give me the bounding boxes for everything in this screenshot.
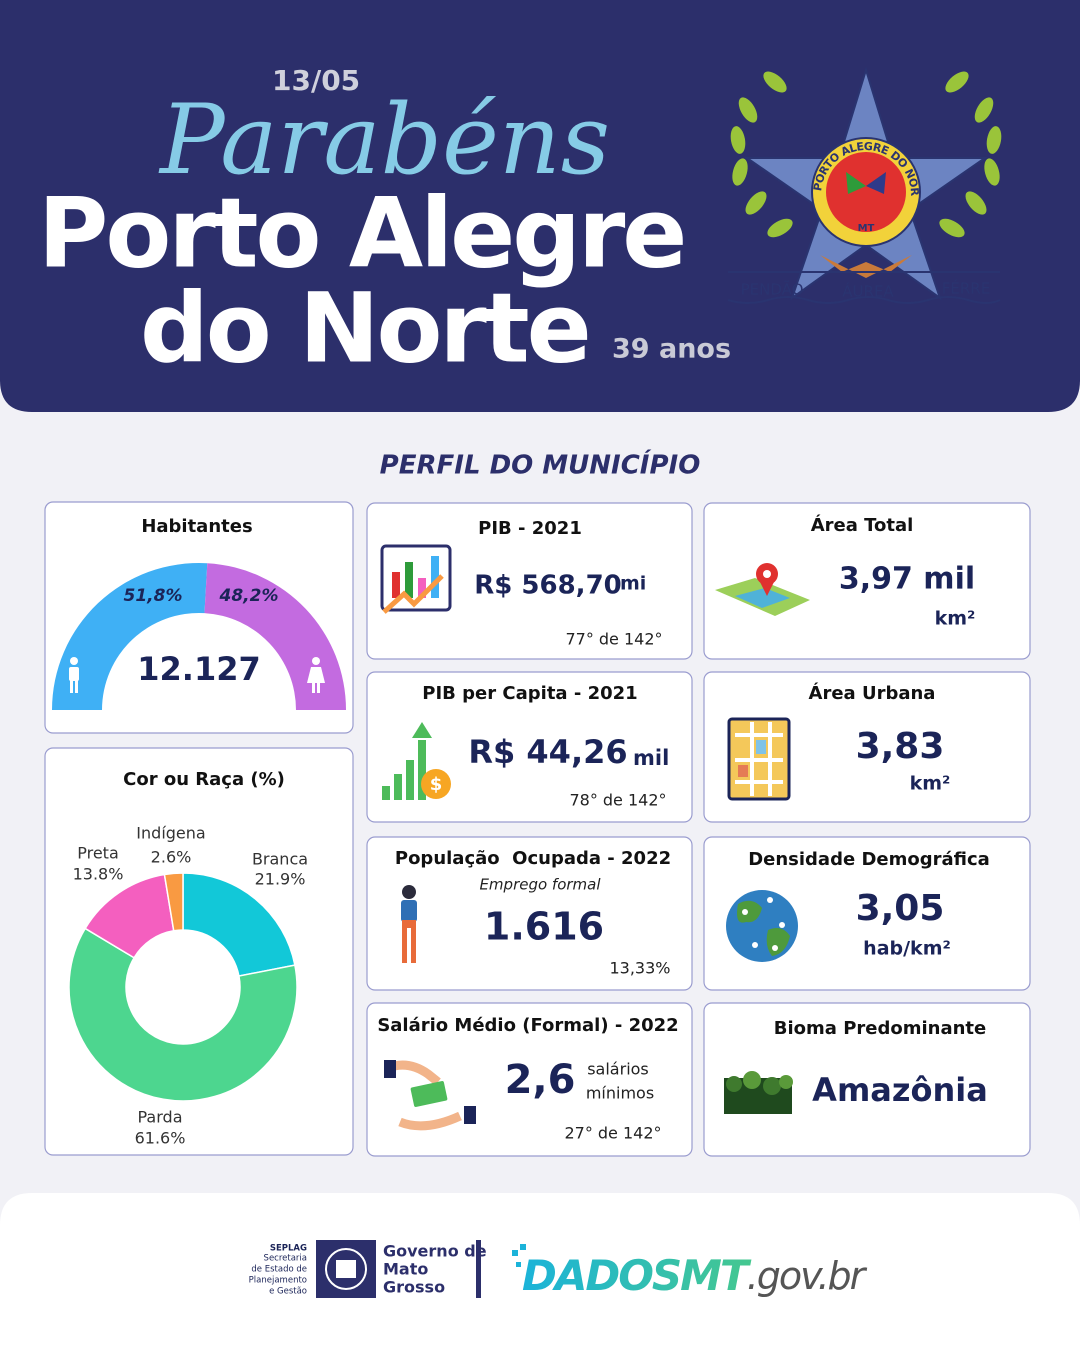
government-text: Mato bbox=[383, 1260, 428, 1279]
emblem-banner: ÁUREA bbox=[842, 282, 894, 301]
card-title: Área Total bbox=[811, 514, 914, 536]
city-name: do Norte bbox=[140, 272, 589, 384]
card-value: R$ 568,70 bbox=[474, 571, 622, 601]
gauge-total: 12.127 bbox=[137, 650, 260, 688]
card-value: 2,6 bbox=[505, 1057, 576, 1103]
portal-brand: DADOSMT bbox=[522, 1251, 752, 1300]
card-title: Densidade Demográfica bbox=[748, 849, 990, 870]
slice-label: 21.9% bbox=[255, 870, 306, 889]
donut-slice bbox=[163, 872, 184, 932]
card-value: 1.616 bbox=[484, 905, 604, 949]
chart-icon bbox=[380, 544, 452, 614]
gauge-segment bbox=[52, 562, 208, 710]
gauge-label: 51,8% bbox=[124, 586, 183, 606]
slice-name: Indígena bbox=[136, 824, 205, 843]
card-unit: mil bbox=[633, 746, 669, 770]
portal-logo: DADOSMT.gov.br bbox=[522, 1251, 868, 1300]
date: 13/05 bbox=[272, 64, 360, 97]
card-subtitle: Emprego formal bbox=[479, 876, 601, 894]
card bbox=[44, 501, 354, 734]
state-emblem bbox=[316, 1240, 376, 1298]
card-unit: hab/km² bbox=[863, 938, 951, 960]
greeting: Parabéns bbox=[158, 84, 610, 196]
card-value: R$ 44,26 bbox=[468, 733, 627, 771]
age: 39 anos bbox=[612, 334, 731, 365]
donut bbox=[68, 872, 298, 1102]
card-unit: km² bbox=[935, 608, 976, 630]
seplag-text: Secretaria bbox=[264, 1254, 307, 1264]
card-value: Amazônia bbox=[812, 1071, 988, 1109]
card-title: Bioma Predominante bbox=[774, 1018, 986, 1039]
card-value: 3,83 bbox=[856, 726, 945, 767]
seplag-text: de Estado de bbox=[251, 1265, 307, 1275]
card-title: PIB - 2021 bbox=[478, 518, 582, 539]
map-icon bbox=[715, 563, 810, 616]
card-unit: mínimos bbox=[586, 1084, 654, 1103]
slice-label: 13.8% bbox=[73, 865, 124, 884]
male-icon bbox=[69, 657, 79, 693]
seplag-text: e Gestão bbox=[269, 1287, 307, 1297]
government-text: Governo de bbox=[383, 1242, 487, 1261]
card-unit: salários bbox=[587, 1060, 649, 1079]
card-title: População Ocupada - 2022 bbox=[395, 848, 671, 869]
city-map-icon bbox=[727, 717, 791, 801]
slice-name: Parda bbox=[138, 1108, 183, 1127]
slice-label: 2.6% bbox=[151, 848, 192, 867]
growth-icon: $ bbox=[382, 722, 451, 800]
emblem-banner: FÉRRE bbox=[942, 279, 990, 298]
card-title: Habitantes bbox=[141, 516, 252, 537]
header-band bbox=[0, 0, 1080, 412]
card-value: 3,97 mil bbox=[839, 562, 975, 597]
card-rank: 78° de 142° bbox=[569, 791, 666, 810]
card-rank: 27° de 142° bbox=[564, 1124, 661, 1143]
card bbox=[366, 502, 693, 660]
city-name: Porto Alegre bbox=[38, 177, 684, 289]
globe-icon bbox=[726, 890, 798, 962]
donut-slice bbox=[68, 927, 298, 1102]
donut-slice bbox=[182, 872, 296, 977]
slice-label: 61.6% bbox=[135, 1129, 186, 1148]
card-unit: mi bbox=[620, 573, 646, 595]
seplag-text: Planejamento bbox=[249, 1276, 307, 1286]
card bbox=[703, 502, 1031, 660]
card bbox=[366, 836, 693, 991]
portal-domain: .gov.br bbox=[747, 1254, 868, 1298]
emblem-state: MT bbox=[858, 223, 875, 234]
section-title: PERFIL DO MUNICÍPIO bbox=[380, 449, 701, 481]
gauge-label: 48,2% bbox=[219, 586, 279, 606]
worker-icon bbox=[401, 885, 417, 963]
slice-name: Branca bbox=[252, 850, 308, 869]
government-text: Grosso bbox=[383, 1278, 445, 1297]
card-title: PIB per Capita - 2021 bbox=[422, 683, 637, 704]
card-title: Área Urbana bbox=[809, 682, 936, 704]
card-value: 3,05 bbox=[856, 888, 945, 929]
footer-band bbox=[0, 1193, 1080, 1350]
card-unit: km² bbox=[910, 773, 951, 795]
portal-dots bbox=[512, 1244, 526, 1267]
card-rank: 77° de 142° bbox=[565, 630, 662, 649]
emblem-banner: PENDÃO bbox=[741, 280, 804, 299]
card-title: Cor ou Raça (%) bbox=[123, 769, 285, 790]
divider bbox=[476, 1240, 481, 1298]
card bbox=[703, 1002, 1031, 1157]
slice-name: Preta bbox=[77, 844, 119, 863]
forest-icon bbox=[724, 1071, 793, 1114]
card-title: Salário Médio (Formal) - 2022 bbox=[377, 1015, 678, 1036]
money-icon bbox=[384, 1060, 476, 1131]
seplag-text: SEPLAG bbox=[270, 1244, 307, 1254]
female-icon bbox=[307, 657, 325, 693]
svg-text:$: $ bbox=[430, 774, 443, 795]
card-note: 13,33% bbox=[609, 959, 670, 978]
